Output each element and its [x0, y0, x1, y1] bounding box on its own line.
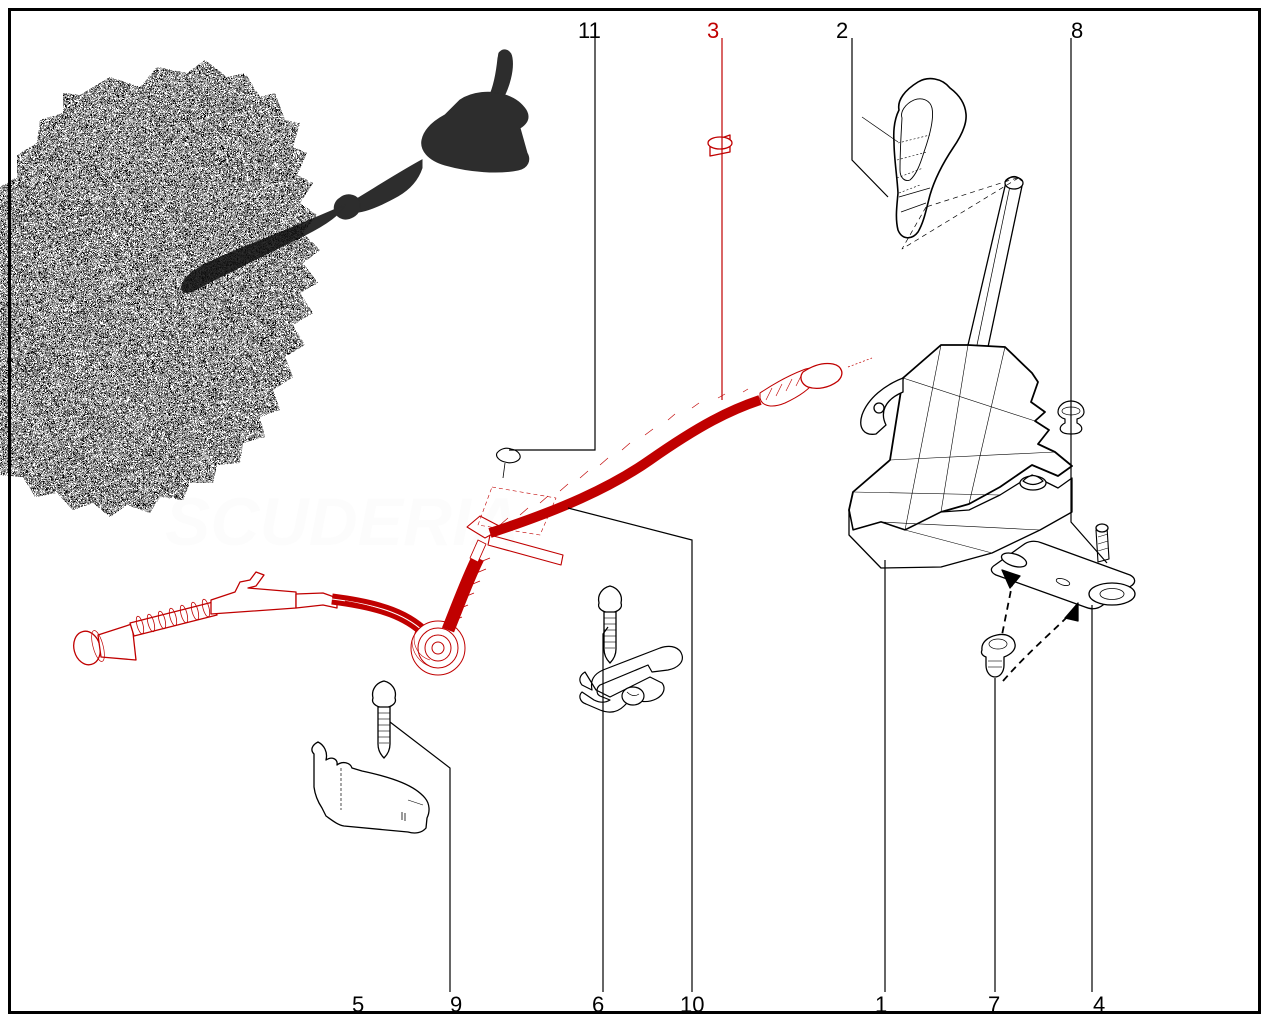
svg-text:SCUDERIA: SCUDERIA — [165, 484, 520, 560]
